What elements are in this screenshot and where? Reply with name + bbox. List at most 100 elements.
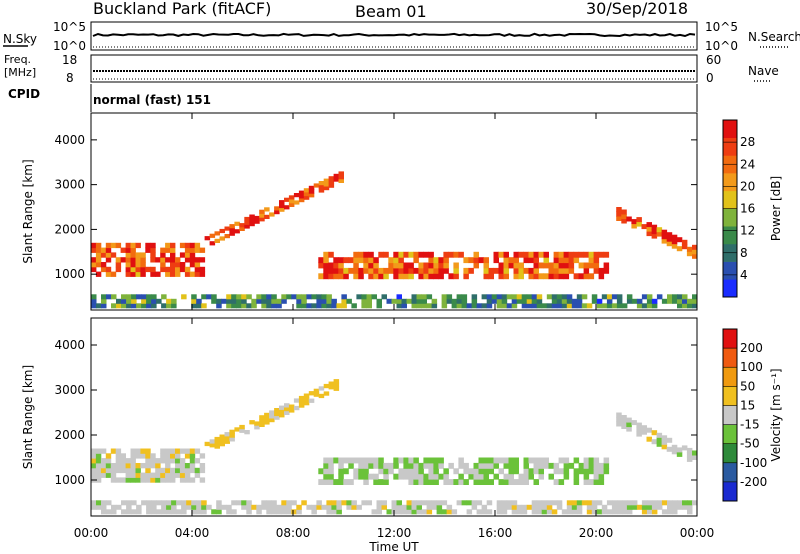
echo-cell [234, 229, 240, 234]
echo-cell [651, 430, 658, 436]
echo-cell [518, 262, 524, 269]
echo-cell [556, 303, 563, 309]
echo-cell [298, 190, 305, 195]
echo-cell [328, 462, 334, 469]
echo-cell [513, 462, 519, 469]
echo-cell [523, 251, 529, 258]
echo-cell [293, 398, 300, 403]
echo-cell [398, 262, 404, 269]
echo-cell [498, 262, 504, 269]
echo-cell [661, 298, 668, 304]
echo-cell [348, 457, 354, 464]
y-tick-label: 3000 [54, 178, 85, 192]
echo-cell [398, 473, 404, 480]
echo-cell [558, 262, 565, 269]
echo-cell [611, 294, 618, 300]
echo-cell [161, 504, 167, 510]
echo-cell [135, 467, 141, 474]
echo-cell [596, 500, 603, 506]
echo-cell [581, 303, 588, 309]
echo-cell [95, 458, 102, 464]
freq-tick-top: 18 [62, 53, 77, 67]
echo-cell [284, 205, 290, 210]
echo-cell [140, 463, 146, 469]
echo-cell [383, 468, 389, 475]
echo-cell [523, 257, 529, 264]
echo-cell [401, 509, 407, 515]
echo-cell [403, 473, 409, 480]
echo-cell [421, 294, 427, 300]
echo-cell [343, 479, 349, 485]
echo-cell [378, 462, 384, 469]
echo-cell [692, 303, 698, 309]
nsky-tick-top: 10^5 [53, 20, 86, 34]
echo-cell [358, 257, 364, 264]
cpid-label: CPID [8, 87, 40, 101]
echo-cell [576, 500, 583, 506]
echo-cell [561, 303, 568, 309]
echo-cell [416, 504, 422, 510]
echo-cell [533, 273, 539, 280]
echo-cell [101, 298, 107, 304]
echo-cell [588, 462, 595, 469]
echo-cell [279, 409, 285, 414]
freq-unit-label: [MHz] [4, 66, 36, 79]
echo-cell [433, 262, 439, 269]
echo-cell [135, 271, 141, 277]
echo-cell [318, 273, 324, 280]
echo-cell [456, 500, 463, 506]
echo-cell [596, 509, 603, 515]
echo-cell [170, 257, 176, 263]
echo-cell [521, 504, 528, 510]
echo-cell [191, 500, 197, 506]
x-tick-label: 08:00 [276, 526, 311, 540]
echo-cell [378, 479, 384, 485]
echo-cell [651, 303, 658, 309]
echo-cell [676, 237, 683, 243]
echo-cell [616, 417, 622, 422]
echo-cell [241, 298, 247, 304]
echo-cell [528, 257, 534, 264]
echo-cell [281, 298, 287, 304]
echo-cell [201, 504, 207, 510]
echo-cell [189, 252, 196, 258]
echo-region-2 [204, 379, 340, 449]
echo-cell [641, 509, 648, 515]
echo-cell [199, 477, 206, 483]
echo-cell [239, 424, 245, 430]
echo-cell [418, 262, 424, 269]
echo-cell [393, 473, 399, 480]
echo-cell [189, 463, 196, 469]
echo-cell [526, 294, 533, 300]
echo-cell [170, 477, 176, 483]
echo-cell [378, 457, 384, 464]
echo-cell [184, 252, 191, 258]
echo-cell [513, 468, 519, 475]
echo-cell [436, 500, 443, 506]
echo-cell [538, 473, 544, 480]
echo-cell [141, 303, 147, 309]
echo-cell [131, 500, 137, 506]
echo-cell [226, 294, 232, 300]
echo-cell [244, 430, 250, 435]
echo-cell [573, 468, 580, 475]
echo-cell [100, 472, 107, 478]
echo-cell [358, 468, 364, 475]
echo-cell [378, 468, 384, 475]
echo-cell [498, 267, 504, 274]
echo-cell [506, 504, 513, 510]
echo-cell [441, 294, 448, 300]
echo-cell [687, 504, 693, 510]
echo-cell [199, 257, 206, 263]
echo-cell [318, 257, 324, 264]
echo-cell [353, 468, 359, 475]
echo-cell [323, 186, 330, 191]
nsky-trace [92, 32, 696, 38]
echo-cell [576, 303, 583, 309]
echo-cell [426, 303, 433, 309]
echo-cell [189, 458, 196, 464]
echo-cell [191, 298, 197, 304]
echo-cell [308, 185, 315, 190]
echo-cell [221, 298, 227, 304]
echo-cell [533, 262, 539, 269]
